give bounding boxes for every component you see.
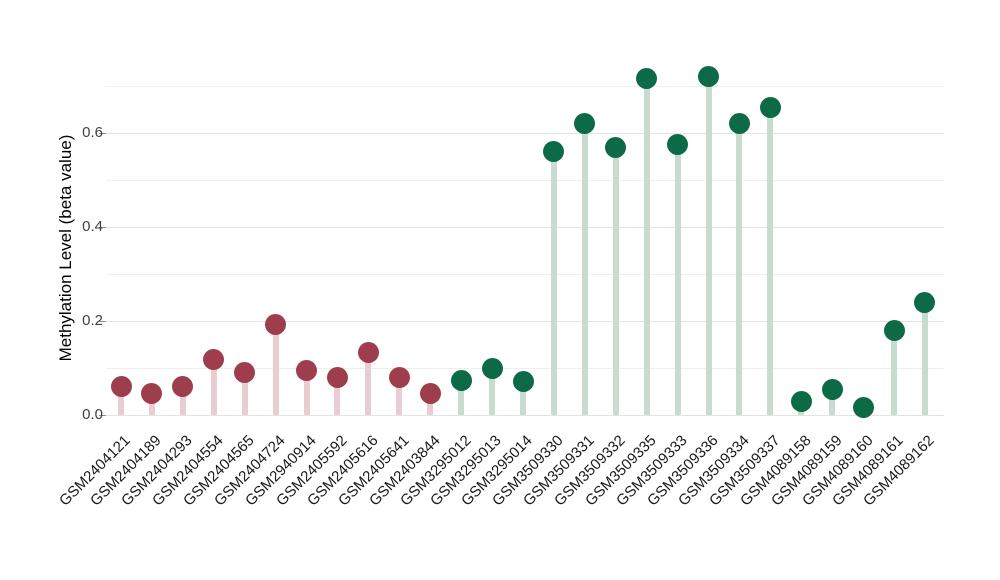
lollipop-stem: [334, 377, 341, 415]
lollipop-stem: [612, 147, 619, 415]
lollipop-dot: [790, 390, 812, 412]
lollipop-stem: [643, 78, 650, 415]
major-gridline: [106, 133, 944, 134]
lollipop-dot: [605, 136, 627, 158]
major-gridline: [106, 321, 944, 322]
y-axis-tick-mark: [99, 227, 106, 228]
major-gridline: [106, 415, 944, 416]
lollipop-dot: [110, 376, 132, 398]
y-axis-tick-label: 0.4: [82, 218, 103, 235]
lollipop-stem: [520, 381, 526, 415]
lollipop-dot: [450, 369, 472, 391]
lollipop-dot: [172, 376, 194, 398]
lollipop-stem: [118, 386, 124, 415]
lollipop-stem: [179, 386, 186, 415]
lollipop-dot: [636, 68, 658, 90]
lollipop-dot: [419, 382, 441, 404]
lollipop-dot: [388, 366, 410, 388]
minor-gridline: [106, 368, 944, 369]
y-axis-tick-label: 0.6: [82, 124, 103, 141]
lollipop-dot: [265, 313, 287, 335]
lollipop-stem: [767, 107, 774, 415]
lollipop-dot: [728, 113, 750, 135]
lollipop-stem: [736, 123, 743, 415]
y-axis-tick-mark: [99, 321, 106, 322]
lollipop-stem: [272, 324, 279, 415]
minor-gridline: [106, 86, 944, 87]
lollipop-stem: [458, 380, 465, 415]
lollipop-stem: [241, 372, 248, 415]
lollipop-dot: [914, 291, 936, 313]
lollipop-stem: [921, 302, 928, 415]
lollipop-dot: [296, 360, 317, 382]
minor-gridline: [106, 274, 944, 275]
lollipop-stem: [303, 370, 310, 415]
lollipop-stem: [427, 393, 434, 415]
lollipop-stem: [396, 377, 403, 415]
y-axis-tick-mark: [99, 133, 106, 134]
lollipop-dot: [852, 397, 874, 419]
lollipop-stem: [148, 393, 155, 415]
y-axis-tick-label: 0.2: [82, 312, 103, 329]
lollipop-stem: [365, 352, 372, 415]
lollipop-dot: [326, 366, 348, 388]
lollipop-dot: [667, 134, 689, 156]
lollipop-stem: [550, 151, 557, 415]
lollipop-stem: [705, 76, 712, 415]
lollipop-stem: [581, 123, 588, 415]
y-axis-tick-label: 0.0: [82, 406, 103, 423]
lollipop-dot: [481, 358, 503, 380]
lollipop-dot: [234, 361, 256, 383]
lollipop-dot: [543, 141, 565, 163]
lollipop-dot: [512, 370, 534, 392]
lollipop-stem: [829, 389, 836, 415]
lollipop-stem: [210, 359, 217, 415]
lollipop-dot: [203, 349, 225, 370]
lollipop-dot: [821, 379, 843, 401]
lollipop-dot: [141, 383, 163, 405]
lollipop-stem: [674, 144, 681, 416]
lollipop-dot: [574, 113, 596, 135]
lollipop-stem: [489, 368, 495, 415]
lollipop-dot: [698, 66, 719, 88]
minor-gridline: [106, 180, 944, 181]
lollipop-dot: [759, 96, 781, 118]
major-gridline: [106, 227, 944, 228]
lollipop-stem: [891, 330, 897, 415]
lollipop-dot: [883, 320, 905, 342]
y-axis-tick-mark: [99, 415, 106, 416]
lollipop-dot: [357, 342, 379, 363]
